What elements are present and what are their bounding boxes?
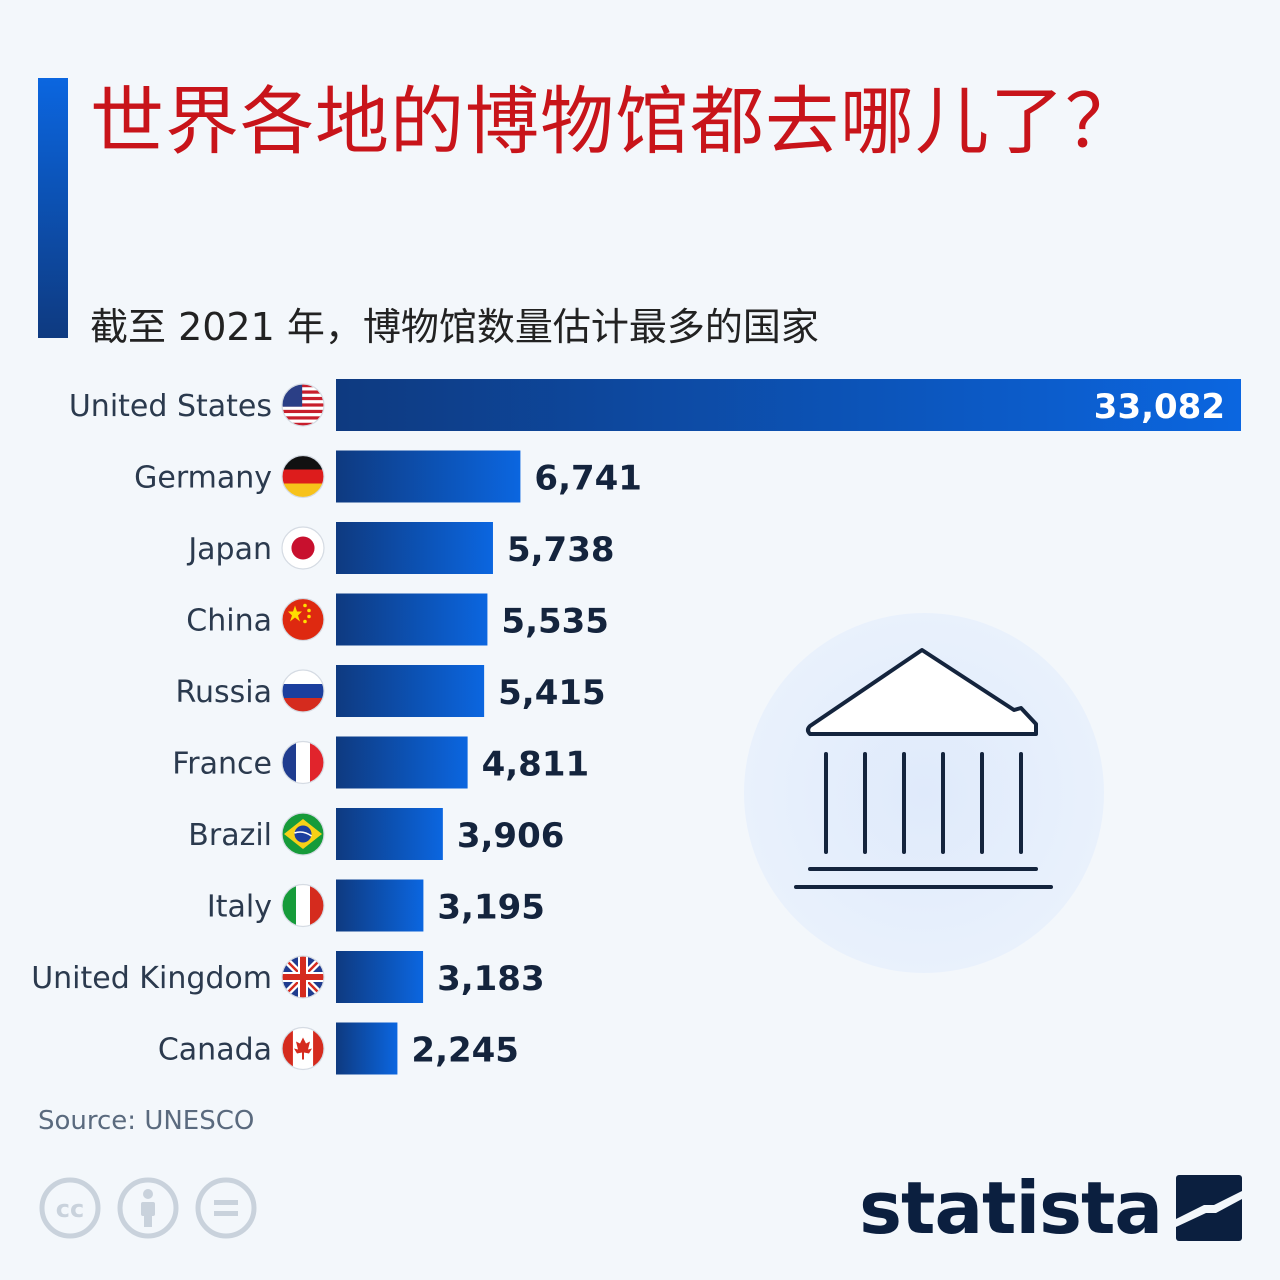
cc-icon[interactable]: cc [38,1176,102,1240]
category-label: Italy [207,890,272,925]
bar-row-china: China 5,535 [186,593,609,646]
value-label: 5,415 [498,673,606,713]
italy-flag-icon [281,883,325,928]
china-flag-icon [281,597,325,642]
france-flag-icon [281,740,325,785]
bar [336,379,1241,431]
bar [336,593,488,646]
bar-row-brazil: Brazil 3,906 [188,808,564,860]
bar-row-italy: Italy 3,195 [207,879,545,932]
license-icons: cc [38,1176,258,1240]
brazil-flag-icon [281,812,325,856]
bar-row-germany: Germany 6,741 [134,450,642,503]
statista-logo-icon [1176,1175,1242,1241]
bar [336,450,521,503]
bar [336,1022,398,1075]
bar-chart: United States 33,082 Germany 6,741 Japan 5,73… [31,379,1241,1075]
brand-name: statista [859,1166,1163,1250]
accent-bar [38,78,68,338]
us-flag-icon [281,383,325,427]
bar [336,808,443,860]
canada-flag-icon [281,1026,325,1071]
chart-title: 世界各地的博物馆都去哪儿了？ [90,79,1140,165]
category-label: France [172,747,272,782]
bar-row-france: France 4,811 [172,736,590,789]
bar [336,879,424,932]
japan-flag-icon [281,526,325,570]
bar-row-united-states: United States 33,082 [69,379,1241,431]
uk-flag-icon [281,955,325,999]
category-label: Russia [176,675,273,710]
no-derivatives-icon[interactable] [194,1176,258,1240]
bar [336,522,493,574]
source-note: Source: UNESCO [38,1106,255,1136]
bar [336,665,485,717]
category-label: Canada [158,1033,272,1068]
statista-logo[interactable]: statista [859,1172,1242,1244]
museum-building-icon [744,613,1104,973]
category-label: United States [69,389,272,424]
bar [336,951,424,1003]
bar-row-united-kingdom: United Kingdom 3,183 [31,951,545,1003]
value-label: 3,183 [437,959,545,999]
category-label: China [186,604,272,639]
value-label: 5,535 [501,602,609,642]
category-label: Japan [186,532,272,567]
svg-text:cc: cc [56,1195,84,1223]
attribution-icon[interactable] [116,1176,180,1240]
germany-flag-icon [281,454,325,499]
value-label: 3,906 [457,816,565,856]
bar [336,736,468,789]
value-label: 2,245 [411,1031,519,1071]
bar-row-russia: Russia 5,415 [176,665,606,717]
category-label: United Kingdom [31,961,272,996]
russia-flag-icon [281,669,325,713]
value-label: 5,738 [507,530,615,570]
value-label: 3,195 [437,888,545,928]
bar-row-japan: Japan 5,738 [186,522,615,574]
value-label: 6,741 [534,459,642,499]
chart-subtitle: 截至 2021 年，博物馆数量估计最多的国家 [90,305,819,349]
value-label: 33,082 [1094,387,1225,427]
category-label: Germany [134,461,272,496]
category-label: Brazil [188,818,272,853]
value-label: 4,811 [482,745,590,785]
bar-row-canada: Canada 2,245 [158,1022,519,1075]
